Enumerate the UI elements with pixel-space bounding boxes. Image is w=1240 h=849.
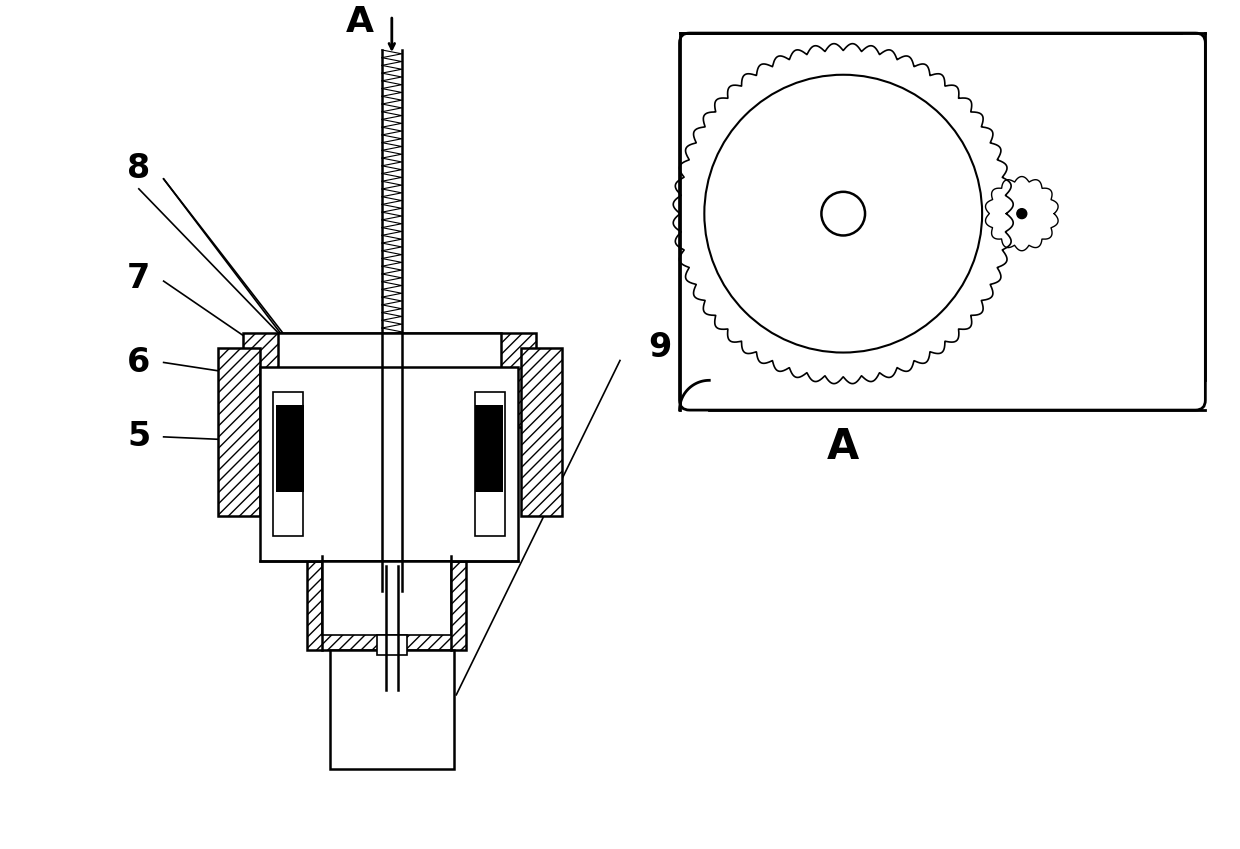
Bar (278, 333, 501, 408)
Text: 8: 8 (128, 153, 150, 185)
Text: A: A (827, 426, 859, 468)
Bar (330, 650, 454, 769)
FancyBboxPatch shape (680, 33, 1205, 410)
Bar (475, 405, 503, 492)
Bar (275, 405, 304, 492)
Circle shape (1017, 209, 1027, 218)
Bar (377, 635, 407, 655)
Bar (273, 392, 303, 536)
Bar (260, 368, 518, 561)
Text: 9: 9 (649, 331, 671, 364)
Bar (308, 561, 466, 650)
Text: A: A (346, 5, 374, 39)
Text: 5: 5 (128, 420, 150, 453)
Bar (475, 392, 505, 536)
Bar (521, 347, 563, 516)
Bar (218, 347, 260, 516)
Bar (322, 561, 451, 635)
Bar (243, 333, 536, 427)
Text: 7: 7 (128, 261, 150, 295)
Text: 6: 6 (128, 346, 150, 379)
Bar (382, 50, 402, 591)
